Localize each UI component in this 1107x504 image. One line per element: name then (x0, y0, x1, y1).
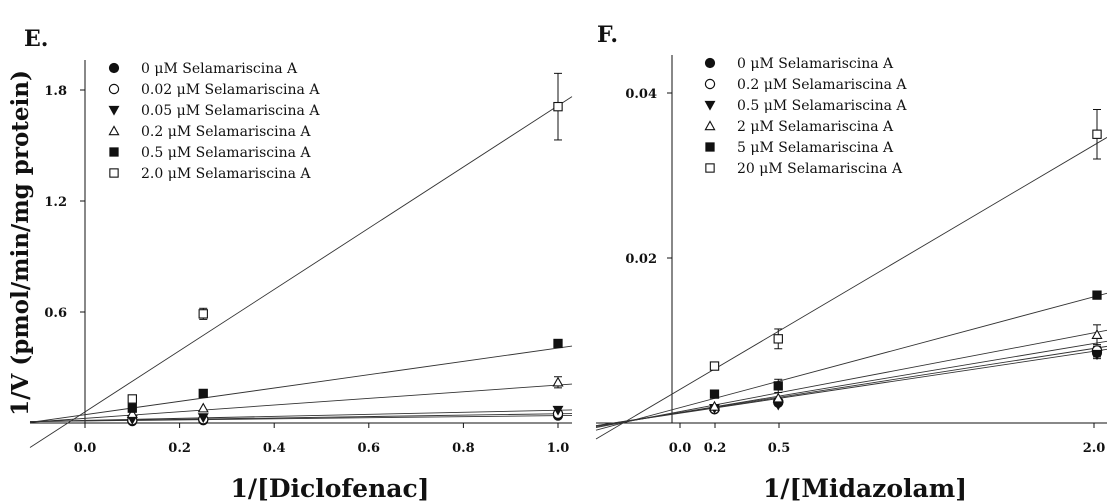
panel-f-data-point-s4 (709, 389, 720, 399)
panel-e-fit-line-1 (29, 413, 573, 423)
panel-e-legend-marker-1 (108, 83, 120, 95)
panel-f-data-point-s5 (709, 361, 720, 371)
panel-e-legend-label-0: 0 μM Selamariscina A (141, 61, 298, 77)
panel-e-data-point-s3 (126, 408, 138, 418)
panel-e-data-point-s2 (197, 413, 209, 424)
panel-f-data-point-s2 (1091, 350, 1103, 361)
panel-e-legend-label-4: 0.5 μM Selamariscina A (141, 145, 311, 161)
panel-f-legend-marker-1 (704, 78, 716, 90)
panel-e-x-tick-label: 0.4 (263, 441, 286, 456)
panel-f-x-tick-label: 0.5 (768, 441, 791, 456)
panel-e-data-point-s4 (198, 388, 208, 399)
panel-f-fit-line-4 (595, 292, 1107, 431)
panel-f-legend-label-2: 0.5 μM Selamariscina A (737, 98, 907, 114)
panel-e-legend-label-3: 0.2 μM Selamariscina A (141, 124, 311, 140)
panel-f-fit-line-3 (595, 329, 1107, 428)
panel-e-data-point-s5 (127, 394, 137, 404)
panel-f-fit-line-5 (595, 137, 1107, 440)
panel-f-data-point-s5 (773, 334, 783, 344)
y-axis-label: 1/V (pmol/min/mg protein) (7, 70, 34, 416)
panel-e-legend-marker-3 (108, 125, 120, 136)
panel-e-legend-label-2: 0.05 μM Selamariscina A (141, 103, 320, 119)
panel-f-legend-marker-4 (705, 142, 715, 152)
panel-f-data-point-s3 (1091, 328, 1103, 339)
panel-e-label: E. (24, 26, 48, 52)
panel-e-data-point-s3 (552, 376, 564, 387)
panel-f-legend-marker-5 (705, 163, 715, 173)
panel-e-fit-line-3 (29, 383, 573, 423)
panel-e-fit-line-5 (29, 96, 573, 448)
panel-e-x-tick-label: 0.2 (168, 441, 191, 456)
panel-f-data-point-s5 (1092, 129, 1102, 139)
panel-f-data-point-s4 (773, 381, 783, 391)
panel-f-legend-label-4: 5 μM Selamariscina A (737, 140, 894, 156)
panel-e-x-axis-label: 1/[Diclofenac] (230, 474, 429, 503)
panel-f-fit-line-0 (595, 348, 1107, 427)
panel-f-y-tick-label: 0.02 (625, 252, 657, 267)
panel-f-fit-line-2 (595, 340, 1107, 428)
panel-e-x-tick-label: 0.8 (452, 441, 475, 456)
panel-f-data-point-s4 (1092, 290, 1102, 300)
panel-f-legend-marker-0 (704, 57, 716, 69)
panel-e-y-tick-label: 1.2 (44, 195, 67, 210)
panel-e-data-point-s4 (553, 338, 563, 349)
panel-f-plot: 0.0 0.2 0.5 2.0 0.02 0.04 0 μM Selamariscina A… (595, 55, 1107, 456)
panel-e-y-tick-label: 0.6 (44, 306, 67, 321)
panel-e-y-tick-label: 1.8 (44, 84, 67, 99)
panel-e-data-point-s3 (197, 402, 209, 413)
panel-e-legend-marker-5 (109, 168, 119, 178)
panel-f-legend-label-1: 0.2 μM Selamariscina A (737, 77, 907, 93)
panel-f-legend-label-0: 0 μM Selamariscina A (737, 56, 894, 72)
panel-e-legend-label-5: 2.0 μM Selamariscina A (141, 166, 311, 182)
panel-f-x-axis-label: 1/[Midazolam] (763, 474, 967, 503)
panel-e-fit-line-2 (29, 409, 573, 423)
panel-f-x-tick-label: 0.0 (669, 441, 692, 456)
panel-e-plot: 0.0 0.2 0.4 0.6 0.8 1.0 0.6 1.2 1.8 0 μM Selamari… (29, 60, 573, 456)
panel-e-legend-marker-4 (109, 147, 119, 157)
panel-e-fit-line-4 (29, 345, 573, 423)
panel-f-y-tick-label: 0.04 (625, 87, 657, 102)
panel-e-legend-marker-0 (108, 62, 120, 74)
panel-f-data-point-s3 (772, 392, 784, 403)
panel-e-legend-label-1: 0.02 μM Selamariscina A (141, 82, 320, 98)
panel-e-data-point-s2 (552, 405, 564, 416)
panel-f-legend-label-3: 2 μM Selamariscina A (737, 119, 894, 135)
panel-e-data-point-s5 (198, 309, 208, 319)
panel-e-x-tick-label: 0.6 (357, 441, 380, 456)
panel-e-x-tick-label: 0.0 (74, 441, 97, 456)
panel-e-data-point-s5 (553, 101, 563, 112)
panel-f-label: F. (597, 22, 618, 48)
panel-f-x-tick-label: 2.0 (1083, 441, 1106, 456)
panel-f-data-point-s3 (708, 400, 721, 411)
panel-f-legend-label-5: 20 μM Selamariscina A (737, 161, 903, 177)
panel-f-x-tick-label: 0.2 (704, 441, 727, 456)
panel-f-legend-marker-2 (704, 100, 716, 111)
panel-f-legend-marker-3 (704, 120, 716, 131)
panel-e-x-tick-label: 1.0 (547, 441, 570, 456)
panel-e-legend-marker-2 (108, 105, 120, 116)
panel-e-data-point-s4 (127, 403, 137, 413)
